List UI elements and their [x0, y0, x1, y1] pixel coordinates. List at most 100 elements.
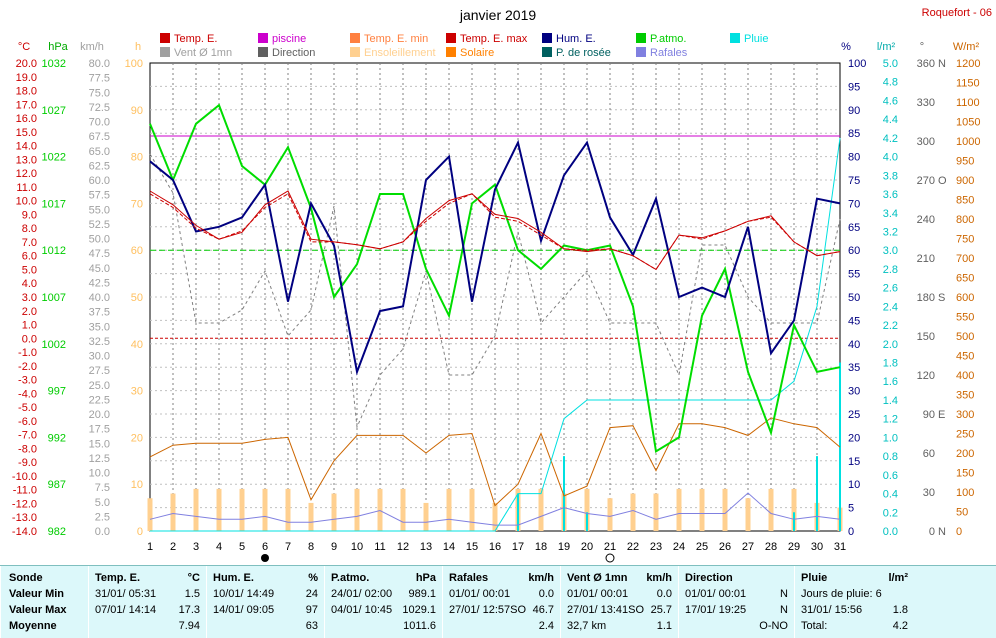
legend-swatch	[258, 33, 268, 43]
tick-label-rain: 1.2	[883, 414, 898, 426]
tick-label-temp: -14.0	[12, 526, 37, 538]
tick-label-rain: 3.0	[883, 245, 898, 257]
stats-hum-max-time: 14/01/ 09:05	[213, 604, 275, 616]
tick-label-wind: 5.0	[95, 497, 110, 509]
tick-label-hum: 5	[848, 503, 854, 515]
legend-label: Direction	[272, 47, 315, 59]
tick-label-temp: 14.0	[16, 141, 37, 153]
stats-gust-unit: km/h	[528, 572, 554, 584]
series-gust-line	[149, 492, 841, 526]
tick-label-wind: 65.0	[89, 146, 110, 158]
sunshine-bar	[469, 488, 475, 531]
tick-label-press: 1032	[42, 58, 66, 70]
tick-label-press: 997	[48, 386, 66, 398]
axis-unit-hum: %	[841, 41, 851, 53]
tick-label-sun: 80	[131, 152, 143, 164]
stats-rain-days: Jours de pluie: 6	[801, 588, 882, 600]
tick-label-press: 1007	[42, 292, 66, 304]
axis-unit-wind: km/h	[80, 41, 104, 53]
tick-label-temp: -6.0	[18, 416, 37, 428]
tick-label-rain: 0.6	[883, 470, 898, 482]
stats-rain-max-time: 31/01/ 15:56	[801, 604, 863, 616]
tick-label-solar: 600	[956, 292, 974, 304]
tick-label-temp: 17.0	[16, 99, 37, 111]
tick-label-temp: 5.0	[22, 264, 37, 276]
sunshine-bar	[170, 493, 176, 531]
tick-label-sun: 20	[131, 432, 143, 444]
stats-wind-min-time: 01/01/ 00:01	[567, 588, 629, 600]
stats-hum-avg: 63	[305, 620, 318, 632]
series-humidity-line	[149, 139, 841, 376]
tick-label-solar: 900	[956, 175, 974, 187]
tick-label-dir-name: N	[938, 58, 946, 70]
tick-label-press: 1002	[42, 339, 66, 351]
tick-label-wind: 72.5	[89, 102, 110, 114]
tick-label-wind: 22.5	[89, 394, 110, 406]
stats-press-max-time: 04/01/ 10:45	[331, 604, 393, 616]
tick-label-press: 992	[48, 432, 66, 444]
tick-label-hum: 25	[848, 409, 860, 421]
tick-label-sun: 60	[131, 245, 143, 257]
tick-label-day: 3	[193, 541, 199, 553]
tick-label-sun: 100	[125, 58, 143, 70]
sunshine-bar	[676, 488, 682, 531]
rain-bar	[793, 512, 795, 531]
tick-label-temp: 11.0	[16, 182, 37, 194]
station-name: Roquefort - 06	[922, 7, 992, 19]
tick-label-wind: 7.5	[95, 482, 110, 494]
tick-label-hum: 0	[848, 526, 854, 538]
tick-label-wind: 27.5	[89, 365, 110, 377]
tick-label-day: 18	[535, 541, 547, 553]
legend-swatch	[542, 47, 552, 57]
legend-swatch	[350, 33, 360, 43]
tick-label-wind: 55.0	[89, 204, 110, 216]
stats-col-gust: Rafales km/h 01/01/ 00:01 0.0 27/01/ 12:…	[442, 566, 560, 638]
tick-label-solar: 200	[956, 448, 974, 460]
tick-label-solar: 800	[956, 214, 974, 226]
tick-label-rain: 1.0	[883, 432, 898, 444]
stats-press-max: 1029.1	[402, 604, 436, 616]
stats-gust-min: 0.0	[538, 588, 554, 600]
tick-label-wind: 42.5	[89, 277, 110, 289]
sunshine-bar	[147, 498, 153, 531]
legend-label: Rafales	[650, 47, 688, 59]
tick-label-rain: 3.2	[883, 226, 898, 238]
tick-label-dir: 180	[917, 292, 935, 304]
tick-label-temp: -5.0	[18, 402, 37, 414]
stats-temp-max: 17.3	[178, 604, 200, 616]
tick-label-rain: 3.6	[883, 189, 898, 201]
legend-swatch	[446, 33, 456, 43]
tick-label-temp: 12.0	[16, 168, 37, 180]
tick-label-rain: 4.8	[883, 77, 898, 89]
tick-label-solar: 950	[956, 156, 974, 168]
tick-label-temp: 16.0	[16, 113, 37, 125]
tick-label-temp: 0.0	[22, 333, 37, 345]
tick-label-temp: -7.0	[18, 430, 37, 442]
stats-temp-unit: °C	[187, 572, 200, 584]
tick-label-solar: 350	[956, 390, 974, 402]
tick-label-temp: 9.0	[22, 209, 37, 221]
legend-label: Temp. E.	[174, 33, 217, 45]
tick-label-temp: 6.0	[22, 251, 37, 263]
tick-label-dir: 360	[917, 58, 935, 70]
tick-label-day: 29	[788, 541, 800, 553]
tick-label-hum: 40	[848, 339, 860, 351]
stats-wind-max: 25.7	[650, 604, 672, 616]
stats-wind-unit: km/h	[646, 572, 672, 584]
row-label-avg: Moyenne	[9, 620, 57, 632]
tick-label-hum: 75	[848, 175, 860, 187]
row-label-sonde: Sonde	[9, 572, 43, 584]
stats-dir-max: N	[780, 604, 788, 616]
sunshine-bar	[285, 488, 291, 531]
tick-label-day: 6	[262, 541, 268, 553]
sunshine-bar	[354, 488, 360, 531]
tick-label-temp: -1.0	[18, 347, 37, 359]
sunshine-bar	[262, 488, 268, 531]
tick-label-temp: 15.0	[16, 127, 37, 139]
stats-col-rain: Pluie l/m² Jours de pluie: 6 31/01/ 15:5…	[794, 566, 916, 638]
tick-label-press: 1017	[42, 198, 66, 210]
tick-label-temp: -11.0	[13, 485, 37, 497]
tick-label-day: 23	[650, 541, 662, 553]
stats-row-labels: Sonde Valeur Min Valeur Max Moyenne	[0, 566, 88, 638]
tick-label-day: 20	[581, 541, 593, 553]
